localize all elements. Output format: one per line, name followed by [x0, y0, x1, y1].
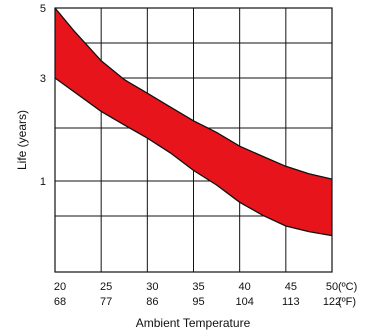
y-tick-label: 5	[40, 3, 46, 15]
x-tick-label-c: 40	[239, 281, 251, 293]
x-tick-label-c: 25	[100, 281, 112, 293]
x-axis-label: Ambient Temperature	[136, 316, 251, 330]
y-axis-label: Life (years)	[15, 110, 29, 170]
x-tick-labels-celsius: 20 25 30 35 40 45 50	[54, 281, 338, 293]
x-tick-label-f: 86	[146, 296, 158, 308]
x-tick-label-c: 20	[54, 281, 66, 293]
x-tick-label-c: 30	[146, 281, 158, 293]
x-tick-label-c: 45	[285, 281, 297, 293]
x-tick-label-c: 35	[192, 281, 204, 293]
x-tick-label-c: 50	[326, 281, 338, 293]
x-tick-label-f: 104	[235, 296, 253, 308]
y-tick-label: 1	[40, 176, 46, 188]
x-unit-celsius: (ºC)	[338, 281, 357, 293]
y-tick-labels: 5 3 1	[40, 3, 46, 188]
x-tick-label-f: 68	[54, 296, 66, 308]
x-unit-fahrenheit: (ºF)	[338, 296, 356, 308]
x-tick-label-f: 77	[100, 296, 112, 308]
y-tick-label: 3	[40, 73, 46, 85]
x-tick-label-f: 113	[282, 296, 300, 308]
x-tick-label-f: 95	[192, 296, 204, 308]
x-tick-labels-fahrenheit: 68 77 86 95 104 113 122	[54, 296, 341, 308]
